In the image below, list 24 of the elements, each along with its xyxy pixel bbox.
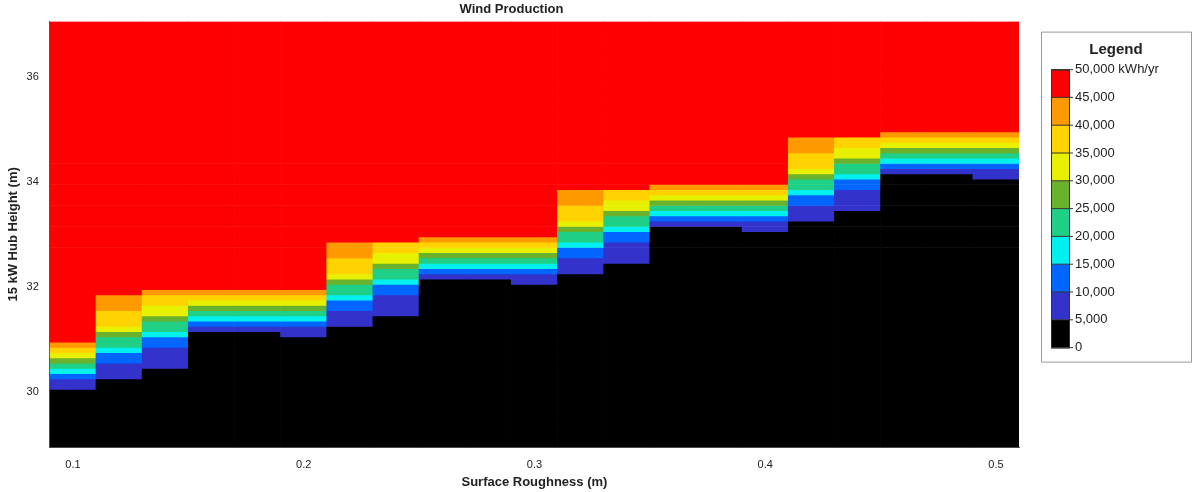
color-bar-label: 45,000 bbox=[1075, 88, 1115, 104]
color-bar-title: Legend bbox=[1089, 39, 1143, 57]
x-tick-label: 0.5 bbox=[988, 457, 1004, 470]
color-bar-label: 50,000 kWh/yr bbox=[1075, 61, 1160, 77]
x-tick-label: 0.3 bbox=[526, 457, 543, 470]
x-tick-label: 0.1 bbox=[65, 457, 81, 470]
y-tick-label: 30 bbox=[26, 385, 39, 398]
color-bar-label: 25,000 bbox=[1075, 200, 1115, 216]
color-bar-label: 5,000 bbox=[1075, 311, 1108, 327]
color-bar-label: 20,000 bbox=[1075, 227, 1115, 243]
color-bar-label: 30,000 bbox=[1075, 172, 1115, 188]
y-tick-label: 32 bbox=[26, 279, 39, 292]
x-axis-title: Surface Roughness (m) bbox=[461, 473, 608, 489]
x-tick-label: 0.4 bbox=[757, 457, 773, 470]
color-bar-label: 10,000 bbox=[1075, 283, 1115, 299]
color-bar-label: 0 bbox=[1075, 339, 1083, 355]
color-bar-label: 15,000 bbox=[1075, 255, 1115, 271]
color-bar-label: 40,000 bbox=[1075, 116, 1115, 132]
y-tick-label: 36 bbox=[26, 69, 39, 82]
color-bar-label: 35,000 bbox=[1075, 144, 1115, 160]
chart-title: Wind Production bbox=[459, 1, 564, 17]
y-axis-title: 15 kW Hub Height (m) bbox=[5, 167, 21, 302]
y-tick-label: 34 bbox=[26, 174, 39, 187]
x-tick-label: 0.2 bbox=[296, 457, 312, 470]
